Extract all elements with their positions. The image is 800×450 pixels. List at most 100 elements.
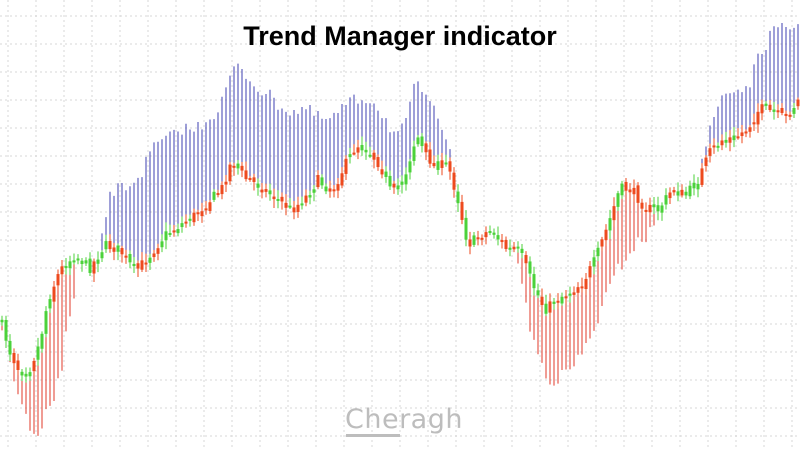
candle-body	[732, 135, 736, 141]
candle-body	[772, 109, 776, 112]
candle-body	[292, 207, 296, 213]
candle-body	[436, 161, 440, 170]
candle-body	[224, 181, 228, 185]
candle-body	[524, 255, 528, 264]
candle-body	[504, 239, 508, 249]
candle-body	[752, 122, 756, 125]
candle-body	[464, 217, 468, 240]
candle-body	[724, 139, 728, 143]
candle-body	[120, 248, 124, 255]
candle-body	[164, 231, 168, 241]
candle-body	[652, 204, 656, 208]
candle-body	[688, 185, 692, 197]
candle-body	[176, 229, 180, 234]
candle-body	[48, 299, 52, 309]
watermark-logo: Cheragh	[345, 404, 463, 435]
candle-body	[4, 319, 8, 341]
candle-body	[404, 174, 408, 185]
candle-body	[336, 184, 340, 191]
candle-body	[104, 241, 108, 250]
candle-body	[216, 193, 220, 196]
candle-body	[80, 260, 84, 265]
candle-body	[520, 248, 524, 253]
candle-body	[52, 286, 56, 302]
candle-body	[424, 143, 428, 153]
candle-body	[284, 202, 288, 208]
candle-body	[624, 181, 628, 191]
candle-body	[660, 205, 664, 213]
candle-body	[260, 189, 264, 193]
candle-body	[420, 136, 424, 147]
candle-body	[448, 161, 452, 172]
candle-body	[628, 189, 632, 193]
candle-body	[368, 154, 372, 157]
candle-body	[340, 173, 344, 186]
watermark-underline	[346, 434, 400, 437]
candle-body	[720, 140, 724, 146]
candle-body	[776, 110, 780, 113]
candle-body	[716, 145, 720, 148]
candle-body	[476, 237, 480, 240]
candle-body	[76, 258, 80, 261]
candle-body	[56, 274, 60, 286]
candle-body	[12, 353, 16, 364]
candle-body	[580, 286, 584, 289]
candle-body	[312, 189, 316, 193]
candle-body	[168, 232, 172, 235]
candle-body	[488, 231, 492, 234]
candle-body	[88, 258, 92, 273]
candle-body	[332, 189, 336, 192]
candle-body	[364, 149, 368, 153]
candle-body	[416, 137, 420, 145]
candle-body	[620, 183, 624, 196]
candle-body	[352, 152, 356, 155]
candle-body	[100, 252, 104, 259]
candle-body	[316, 175, 320, 188]
candle-body	[28, 372, 32, 377]
candle-body	[788, 114, 792, 117]
candle-body	[32, 360, 36, 372]
candle-body	[784, 113, 788, 116]
candle-body	[128, 254, 132, 263]
candle-body	[540, 296, 544, 305]
candle-body	[440, 160, 444, 168]
candle-body	[452, 172, 456, 190]
candle-body	[664, 195, 668, 205]
candle-body	[200, 211, 204, 217]
price-candles	[0, 97, 800, 383]
candle-body	[512, 246, 516, 250]
candle-body	[136, 263, 140, 269]
candle-body	[672, 190, 676, 193]
candle-body	[592, 257, 596, 267]
candle-body	[604, 229, 608, 241]
candle-body	[696, 183, 700, 190]
candle-body	[68, 261, 72, 269]
candle-body	[432, 163, 436, 167]
candle-body	[84, 260, 88, 264]
candle-body	[596, 247, 600, 257]
candle-body	[500, 240, 504, 243]
candle-body	[648, 204, 652, 213]
candle-body	[748, 127, 752, 132]
candle-body	[572, 292, 576, 295]
candle-body	[308, 195, 312, 198]
candle-body	[296, 204, 300, 212]
candle-body	[232, 165, 236, 168]
chart-title: Trend Manager indicator	[243, 21, 557, 51]
candle-body	[160, 241, 164, 248]
candle-body	[300, 203, 304, 206]
candle-body	[680, 189, 684, 196]
candle-body	[576, 287, 580, 293]
candle-body	[20, 371, 24, 376]
candle-body	[72, 260, 76, 263]
candle-body	[700, 168, 704, 185]
candle-body	[108, 241, 112, 250]
candle-body	[760, 104, 764, 114]
candle-body	[116, 245, 120, 252]
candle-body	[320, 177, 324, 186]
candle-body	[376, 157, 380, 168]
candle-body	[708, 148, 712, 156]
candle-body	[272, 196, 276, 200]
candle-body	[516, 246, 520, 249]
